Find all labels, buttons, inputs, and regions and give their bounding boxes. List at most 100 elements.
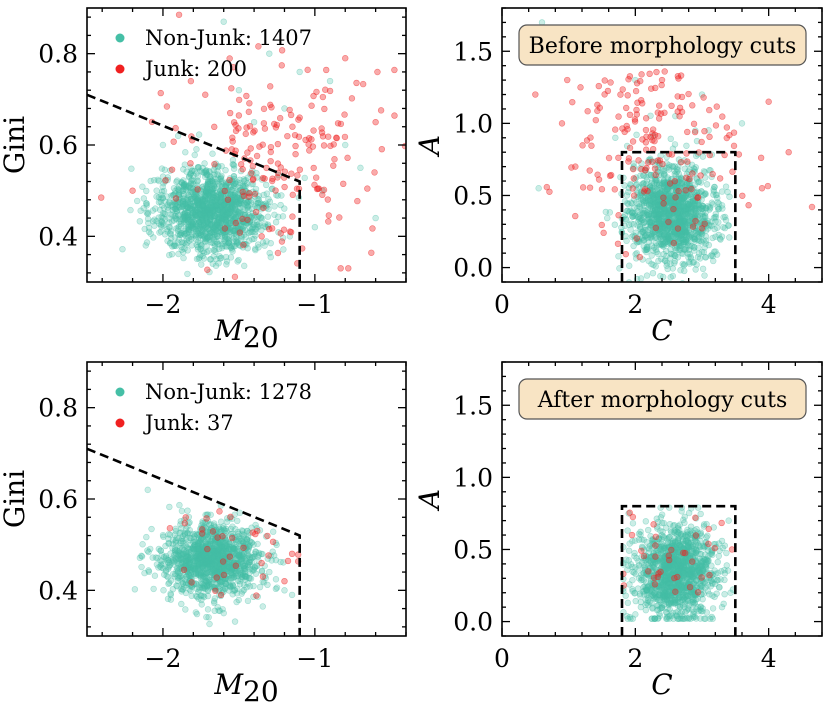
junk-point [337, 265, 344, 272]
non-junk-point [252, 228, 259, 236]
x-tick-label: −2 [145, 644, 182, 673]
non-junk-point [219, 215, 226, 223]
non-junk-point [233, 240, 241, 247]
junk-point [642, 126, 650, 134]
junk-point [253, 152, 261, 160]
non-junk-point [206, 212, 214, 219]
non-junk-point [642, 232, 649, 240]
non-junk-point [195, 198, 202, 205]
non-junk-point [205, 168, 212, 175]
non-junk-point [234, 179, 241, 186]
non-junk-point [194, 173, 202, 180]
non-junk-point [172, 205, 180, 213]
non-junk-point [281, 587, 288, 594]
non-junk-point [173, 203, 180, 210]
non-junk-point [681, 218, 688, 225]
non-junk-point [209, 202, 217, 209]
non-junk-point [210, 247, 217, 254]
junk-point [240, 544, 247, 551]
non-junk-point [685, 246, 693, 253]
non-junk-point [645, 194, 652, 202]
non-junk-point [164, 573, 172, 581]
junk-point [274, 249, 282, 257]
non-junk-point [715, 206, 722, 213]
non-junk-point [238, 201, 245, 208]
non-junk-point [677, 232, 684, 239]
non-junk-point [683, 142, 690, 149]
non-junk-point [711, 183, 718, 191]
non-junk-point [218, 214, 226, 222]
non-junk-point [644, 234, 651, 242]
non-junk-point [203, 186, 211, 194]
non-junk-point [667, 199, 674, 207]
non-junk-point [649, 207, 656, 214]
junk-point [229, 138, 236, 145]
non-junk-point [216, 255, 224, 262]
non-junk-point [691, 189, 698, 196]
non-junk-point [193, 199, 201, 207]
non-junk-point [641, 219, 648, 226]
non-junk-point [629, 209, 636, 216]
non-junk-point [224, 203, 232, 211]
non-junk-point [159, 141, 167, 149]
non-junk-point [185, 200, 192, 207]
non-junk-point [161, 166, 168, 173]
non-junk-point [227, 197, 234, 204]
junk-point [166, 525, 174, 532]
non-junk-point [200, 235, 207, 243]
non-junk-point [212, 196, 219, 204]
junk-point [245, 193, 253, 200]
non-junk-point [217, 195, 224, 202]
non-junk-point [183, 230, 190, 237]
non-junk-point [207, 175, 214, 183]
non-junk-point [681, 229, 688, 236]
non-junk-point [643, 199, 650, 207]
non-junk-point [212, 202, 220, 210]
non-junk-point [222, 166, 229, 174]
non-junk-point [183, 219, 190, 226]
junk-point [614, 240, 622, 247]
non-junk-point [652, 263, 659, 270]
non-junk-point [205, 213, 212, 221]
non-junk-point [663, 182, 670, 189]
non-junk-point [161, 231, 169, 238]
junk-point [601, 77, 608, 84]
non-junk-point [195, 230, 202, 237]
non-junk-point [660, 178, 668, 185]
y-tick-label: 1.5 [453, 37, 493, 66]
non-junk-point [660, 241, 667, 249]
non-junk-point [208, 188, 215, 196]
non-junk-point [673, 187, 680, 195]
non-junk-point [224, 211, 231, 218]
non-junk-point [217, 213, 224, 221]
non-junk-point [202, 217, 210, 224]
non-junk-point [623, 207, 631, 215]
non-junk-point [217, 198, 225, 206]
non-junk-point [233, 231, 240, 238]
non-junk-point [684, 200, 691, 208]
non-junk-point [664, 203, 672, 210]
non-junk-point [185, 183, 192, 191]
non-junk-point [629, 209, 636, 217]
junk-point [267, 101, 274, 109]
non-junk-point [199, 202, 207, 209]
non-junk-point [203, 171, 210, 179]
junk-point [636, 253, 643, 261]
non-junk-point [209, 537, 216, 545]
non-junk-point [222, 236, 229, 243]
non-junk-point [152, 205, 159, 212]
junk-point [216, 508, 223, 515]
non-junk-point [232, 198, 239, 205]
non-junk-point [660, 208, 668, 215]
non-junk-point [691, 227, 698, 234]
non-junk-point [168, 201, 176, 209]
non-junk-point [234, 258, 241, 265]
junk-point [268, 177, 276, 185]
non-junk-point [217, 198, 224, 206]
non-junk-point [717, 236, 724, 243]
non-junk-point [228, 201, 235, 208]
non-junk-point [199, 228, 206, 236]
non-junk-point [218, 254, 225, 262]
non-junk-point [181, 211, 188, 218]
junk-point [633, 235, 640, 242]
